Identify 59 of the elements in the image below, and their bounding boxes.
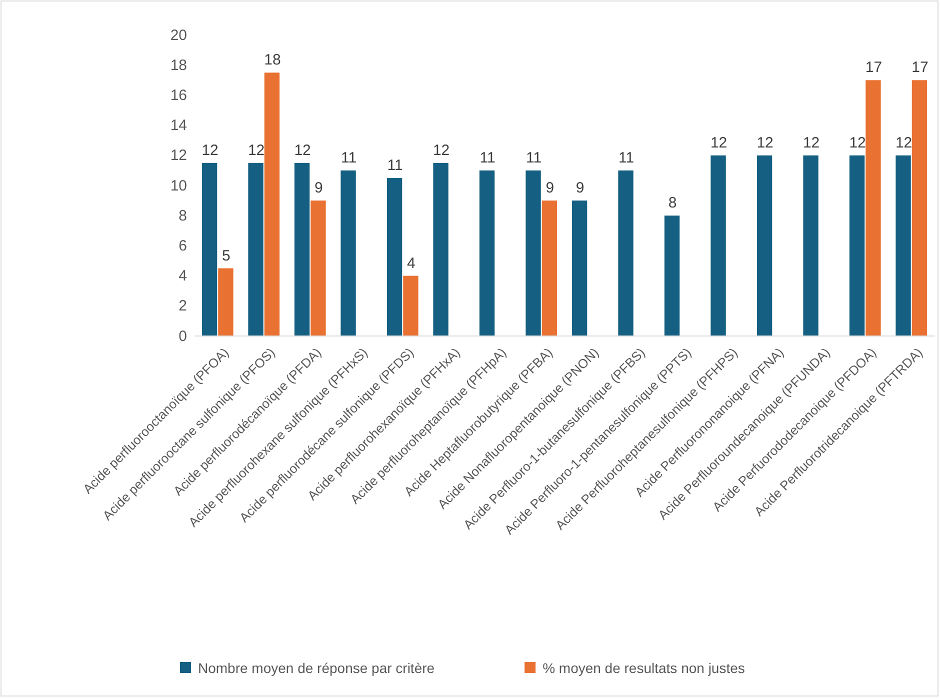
bar bbox=[710, 155, 726, 336]
data-label: 12 bbox=[756, 134, 774, 152]
bar bbox=[664, 216, 680, 336]
bar bbox=[340, 170, 356, 336]
data-label: 11 bbox=[340, 149, 357, 166]
bar bbox=[264, 72, 280, 336]
y-tick-label: 10 bbox=[170, 177, 187, 194]
bar bbox=[912, 80, 928, 336]
bar bbox=[294, 162, 310, 336]
data-label: 11 bbox=[526, 149, 542, 166]
bar bbox=[403, 276, 418, 336]
y-tick-label: 8 bbox=[178, 207, 187, 224]
y-tick-label: 0 bbox=[178, 328, 187, 345]
data-label: 5 bbox=[222, 247, 230, 264]
data-label: 12 bbox=[802, 134, 820, 152]
bar bbox=[849, 155, 865, 336]
data-label: 9 bbox=[576, 180, 584, 197]
data-label: 12 bbox=[849, 134, 866, 152]
y-tick-label: 12 bbox=[170, 147, 187, 164]
data-label: 18 bbox=[264, 52, 281, 69]
bar bbox=[310, 200, 326, 336]
y-tick-label: 16 bbox=[170, 87, 187, 104]
bar bbox=[218, 268, 234, 336]
legend-label: % moyen de resultats non justes bbox=[542, 660, 745, 676]
y-tick-label: 2 bbox=[178, 298, 187, 315]
y-tick-label: 14 bbox=[170, 117, 187, 134]
data-label: 12 bbox=[248, 142, 265, 159]
data-label: 17 bbox=[865, 59, 882, 76]
data-label: 9 bbox=[546, 180, 554, 197]
bar bbox=[896, 155, 911, 336]
data-label: 17 bbox=[912, 59, 928, 76]
y-tick-label: 6 bbox=[178, 238, 187, 254]
data-label: 12 bbox=[895, 134, 912, 152]
data-label: 11 bbox=[387, 156, 403, 174]
data-label: 4 bbox=[407, 254, 416, 272]
bar bbox=[572, 200, 588, 336]
bar bbox=[479, 170, 495, 336]
data-label: 8 bbox=[668, 194, 677, 212]
bar bbox=[542, 200, 558, 336]
bar bbox=[248, 162, 264, 336]
y-tick-label: 4 bbox=[178, 268, 187, 285]
bar bbox=[433, 162, 448, 336]
data-label: 11 bbox=[480, 149, 496, 166]
y-tick-label: 20 bbox=[170, 26, 187, 44]
bar bbox=[866, 80, 881, 336]
data-label: 12 bbox=[432, 142, 450, 159]
bar bbox=[803, 155, 818, 336]
legend-label: Nombre moyen de réponse par critère bbox=[198, 660, 435, 676]
data-label: 9 bbox=[314, 180, 323, 197]
bar bbox=[386, 178, 402, 336]
data-label: 12 bbox=[202, 142, 218, 159]
data-label: 11 bbox=[618, 149, 634, 166]
bar bbox=[618, 170, 634, 336]
bar bbox=[756, 155, 772, 336]
bar bbox=[526, 170, 541, 336]
data-label: 12 bbox=[710, 134, 728, 152]
bar bbox=[202, 162, 218, 336]
data-label: 12 bbox=[294, 142, 311, 159]
y-tick-label: 18 bbox=[170, 56, 187, 74]
